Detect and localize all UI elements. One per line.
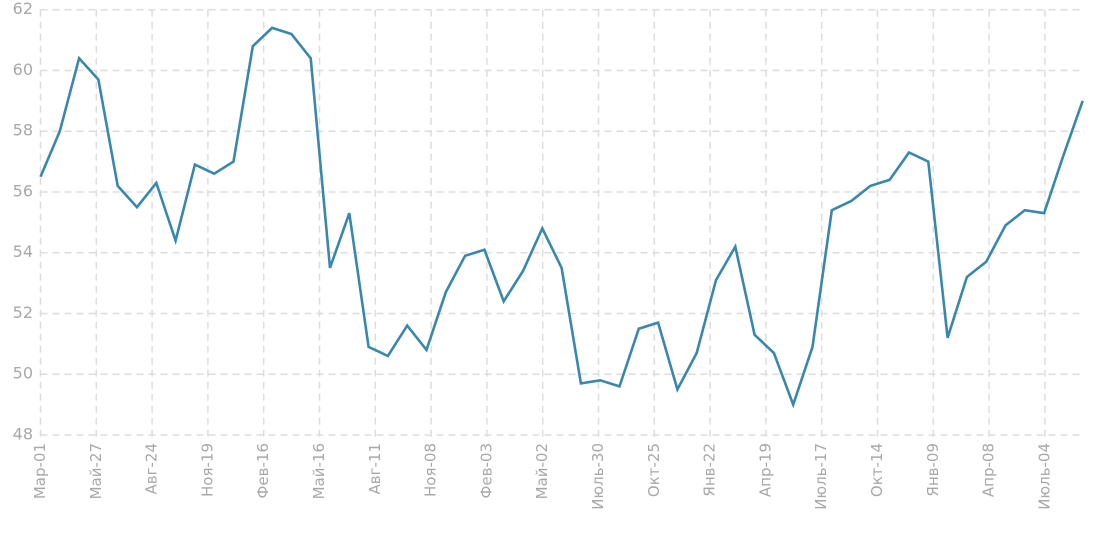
x-tick-label: Окт-25 (645, 443, 663, 497)
y-tick-label: 54 (13, 242, 33, 261)
x-tick-label: Май-02 (533, 443, 551, 499)
x-tick-label: Авг-24 (143, 443, 161, 494)
y-tick-label: 62 (13, 0, 33, 18)
x-gridlines (39, 9, 1046, 440)
x-tick-label: Авг-11 (366, 443, 384, 494)
y-tick-label: 58 (13, 121, 33, 140)
x-axis-tick-labels: Мар-01 Май-27 Авг-24 Ноя-19 Фев-16 Май-16 Авг-… (31, 443, 1053, 510)
x-tick-label: Июль-30 (589, 443, 607, 510)
y-tick-label: 60 (13, 60, 33, 79)
x-tick-label: Ноя-19 (198, 443, 216, 497)
x-tick-label: Июль-04 (1035, 443, 1053, 510)
series-line (39, 26, 1084, 409)
x-tick-label: Янв-09 (924, 443, 942, 497)
x-tick-label: Ноя-08 (422, 443, 440, 497)
x-tick-label: Фев-16 (254, 443, 272, 498)
x-tick-label: Мар-01 (31, 443, 49, 499)
y-axis-tick-labels: 48 50 52 54 56 58 60 62 (13, 0, 33, 444)
y-tick-label: 50 (13, 364, 33, 383)
x-tick-label: Окт-14 (868, 443, 886, 497)
x-tick-label: Апр-08 (980, 443, 998, 497)
x-tick-label: Фев-03 (477, 443, 495, 498)
x-tick-label: Июль-17 (812, 443, 830, 510)
x-tick-label: Май-16 (310, 443, 328, 499)
x-tick-label: Янв-22 (701, 443, 719, 497)
x-tick-label: Май-27 (87, 443, 105, 499)
y-gridlines (40, 8, 1080, 436)
y-tick-label: 48 (13, 425, 33, 444)
series-group (39, 26, 1084, 409)
y-tick-label: 56 (13, 181, 33, 200)
x-tick-label: Апр-19 (756, 443, 774, 497)
y-tick-label: 52 (13, 303, 33, 322)
